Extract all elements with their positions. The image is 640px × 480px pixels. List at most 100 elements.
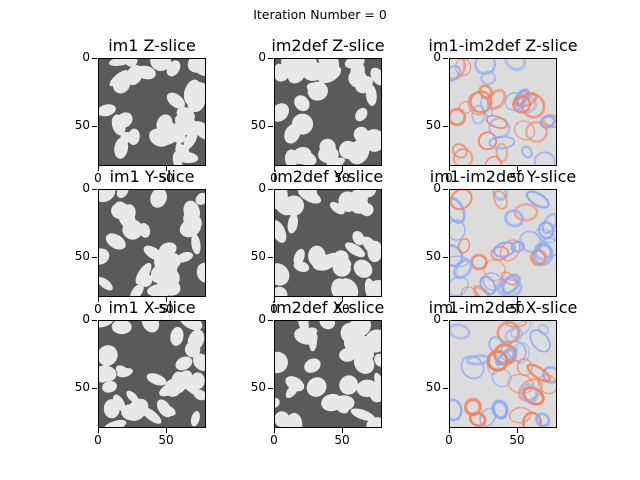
x-tick: [274, 297, 275, 302]
x-tick: [166, 428, 167, 433]
y-tick: [443, 320, 448, 321]
y-tick: [443, 58, 448, 59]
x-tick: [274, 428, 275, 433]
panel-diff-x: im1-im2def X-slice 0 50 0 50: [426, 298, 578, 447]
panel-im1-z: im1 Z-slice 0 50 0 50: [75, 36, 206, 185]
x-tick-label: 50: [334, 433, 350, 447]
x-tick: [449, 428, 450, 433]
y-tick-label: 50: [425, 118, 441, 132]
panel-title: im1-im2def Z-slice: [428, 36, 578, 55]
y-tick: [92, 257, 97, 258]
y-tick-label: 50: [250, 118, 266, 132]
panel-im1-x: im1 X-slice 0 50 0 50: [75, 298, 206, 447]
x-tick: [98, 166, 99, 171]
panel-title: im2def Z-slice: [271, 36, 385, 55]
x-tick: [166, 297, 167, 302]
x-tick: [517, 297, 518, 302]
x-tick-label: 50: [509, 171, 525, 185]
panel-diff-z: im1-im2def Z-slice 0 50 0 50: [426, 36, 578, 185]
difference-image: [449, 320, 557, 428]
x-tick-label: 50: [509, 302, 525, 316]
x-tick: [342, 428, 343, 433]
x-tick: [98, 428, 99, 433]
difference-image: [449, 58, 557, 166]
y-tick: [92, 126, 97, 127]
figure-suptitle: Iteration Number = 0: [253, 7, 387, 22]
x-tick-label: 0: [270, 171, 278, 185]
y-tick-label: 0: [82, 181, 90, 195]
y-tick: [443, 388, 448, 389]
panel-title: im2def Y-slice: [272, 167, 384, 186]
panel-im2def-x: im2def X-slice 0 50 0 50: [251, 298, 385, 447]
y-tick-label: 0: [433, 181, 441, 195]
x-tick-label: 0: [445, 302, 453, 316]
y-tick: [92, 189, 97, 190]
grayscale-slice-image: [274, 189, 382, 297]
x-tick-label: 50: [158, 171, 174, 185]
grayscale-slice-image: [98, 189, 206, 297]
x-tick-label: 50: [158, 433, 174, 447]
y-tick-label: 0: [82, 312, 90, 326]
panel-title: im1-im2def Y-slice: [429, 167, 577, 186]
panel-title: im2def X-slice: [271, 298, 385, 317]
panel-title: im1 Z-slice: [108, 36, 196, 55]
y-tick-label: 50: [250, 380, 266, 394]
difference-image: [449, 189, 557, 297]
panel-diff-y: im1-im2def Y-slice 0 50 0 50: [426, 167, 577, 316]
x-tick-label: 0: [445, 171, 453, 185]
x-tick-label: 0: [270, 433, 278, 447]
grayscale-slice-image: [274, 320, 382, 428]
x-tick-label: 0: [445, 433, 453, 447]
x-tick: [274, 166, 275, 171]
panel-im1-y: im1 Y-slice 0 50 0 50: [75, 167, 206, 316]
y-tick-label: 50: [425, 380, 441, 394]
panel-title: im1-im2def X-slice: [428, 298, 578, 317]
x-tick-label: 50: [509, 433, 525, 447]
x-tick: [98, 297, 99, 302]
x-tick: [342, 297, 343, 302]
y-tick: [268, 189, 273, 190]
x-tick-label: 0: [94, 302, 102, 316]
y-tick-label: 50: [74, 249, 90, 263]
y-tick-label: 0: [82, 50, 90, 64]
panel-title: im1 Y-slice: [109, 167, 195, 186]
y-tick: [268, 126, 273, 127]
y-tick: [443, 126, 448, 127]
x-tick: [517, 166, 518, 171]
grayscale-slice-image: [98, 58, 206, 166]
x-tick-label: 0: [94, 433, 102, 447]
x-tick-label: 0: [94, 171, 102, 185]
y-tick-label: 0: [258, 312, 266, 326]
x-tick: [449, 166, 450, 171]
y-tick-label: 50: [74, 380, 90, 394]
x-tick: [342, 166, 343, 171]
x-tick-label: 0: [270, 302, 278, 316]
y-tick-label: 50: [425, 249, 441, 263]
y-tick: [268, 257, 273, 258]
y-tick: [443, 257, 448, 258]
y-tick-label: 50: [74, 118, 90, 132]
y-tick-label: 0: [433, 50, 441, 64]
x-tick-label: 50: [158, 302, 174, 316]
y-tick: [268, 58, 273, 59]
y-tick-label: 0: [258, 50, 266, 64]
x-tick: [166, 166, 167, 171]
y-tick: [443, 189, 448, 190]
y-tick: [92, 58, 97, 59]
y-tick: [92, 320, 97, 321]
panel-im2def-z: im2def Z-slice 0 50 0 50: [251, 36, 385, 185]
y-tick-label: 0: [433, 312, 441, 326]
grayscale-slice-image: [274, 58, 382, 166]
y-tick: [92, 388, 97, 389]
y-tick-label: 50: [250, 249, 266, 263]
x-tick-label: 50: [334, 302, 350, 316]
x-tick: [517, 428, 518, 433]
y-tick: [268, 320, 273, 321]
x-tick-label: 50: [334, 171, 350, 185]
y-tick: [268, 388, 273, 389]
panel-title: im1 X-slice: [108, 298, 196, 317]
y-tick-label: 0: [258, 181, 266, 195]
panel-im2def-y: im2def Y-slice 0 50 0 50: [251, 167, 384, 316]
grayscale-slice-image: [98, 320, 206, 428]
x-tick: [449, 297, 450, 302]
